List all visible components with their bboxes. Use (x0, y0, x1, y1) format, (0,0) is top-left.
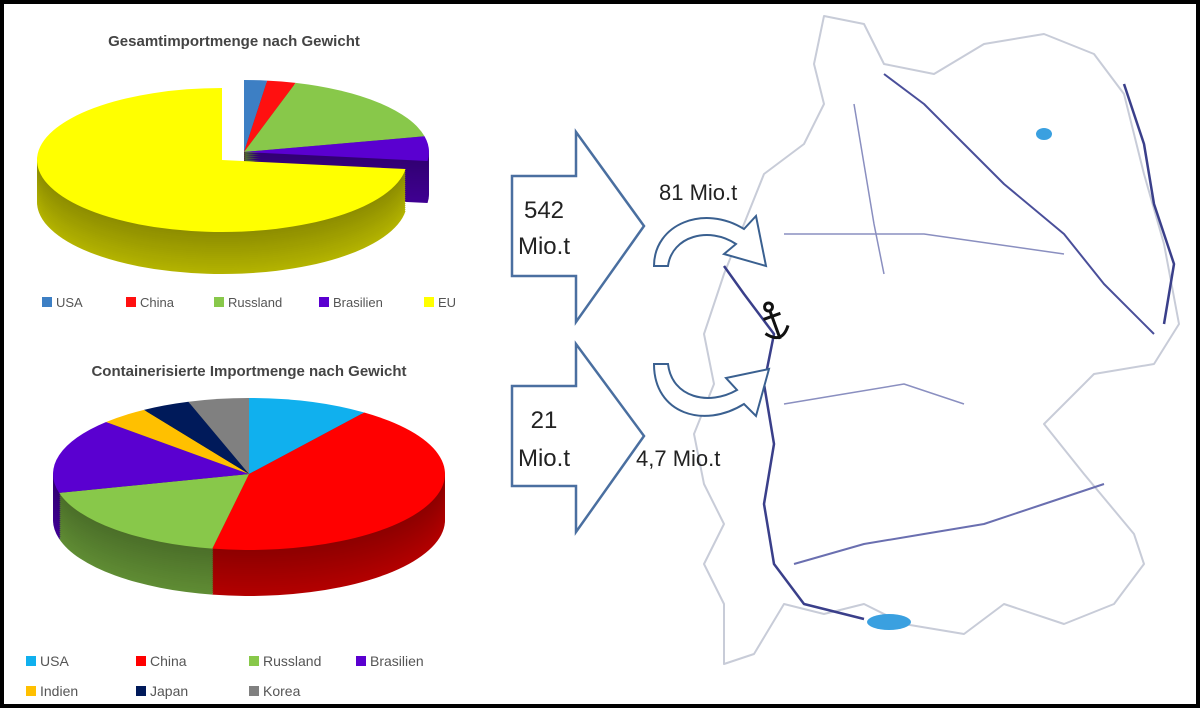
slice-brasilien (244, 136, 429, 162)
lake-constance (867, 614, 911, 630)
legend-swatch (249, 656, 259, 666)
river-rhine (722, 265, 865, 621)
slice-korea (188, 398, 249, 474)
total-transfer-value: 81 Mio.t (659, 180, 737, 205)
river-oder (1122, 83, 1176, 325)
legend-label: Korea (263, 683, 301, 699)
river-elbe (883, 73, 1155, 335)
legend-swatch (356, 656, 366, 666)
legend-swatch (319, 297, 329, 307)
chart-title: Containerisierte Importmenge nach Gewich… (91, 363, 406, 380)
container-import-arrow: 21 Mio.t (510, 340, 646, 536)
slice-russland (59, 474, 249, 549)
container-import-unit: Mio.t (518, 445, 570, 472)
slice-usa (249, 398, 365, 474)
legend-item-indien: Indien (26, 683, 78, 699)
slice-eu (37, 88, 406, 232)
container-transfer-value: 4,7 Mio.t (636, 446, 720, 471)
slice-russland (244, 82, 425, 152)
legend-item-japan: Japan (136, 683, 188, 699)
legend-swatch (424, 297, 434, 307)
legend-label: Russland (228, 295, 282, 310)
legend-item-china: China (136, 653, 187, 669)
total-transfer-curve-arrow (652, 213, 768, 268)
legend-label: Japan (150, 683, 188, 699)
legend-swatch (136, 656, 146, 666)
legend-item-china: China (126, 295, 175, 310)
legend-label: EU (438, 295, 456, 310)
total-import-unit: Mio.t (518, 233, 570, 260)
slice-indien (106, 409, 249, 474)
legend-label: USA (40, 653, 69, 669)
slice-usa (244, 80, 268, 152)
river-main (783, 383, 965, 405)
legend-item-usa: USA (26, 653, 69, 669)
river-danube (793, 483, 1105, 565)
container-import-value: 21 (531, 407, 558, 434)
legend-item-eu: EU (424, 295, 456, 310)
legend-item-russland: Russland (214, 295, 282, 310)
container-transfer-curve-arrow (652, 363, 771, 418)
slice-china (212, 412, 445, 550)
legend-swatch (26, 656, 36, 666)
legend-swatch (26, 686, 36, 696)
legend-item-korea: Korea (249, 683, 301, 699)
legend-item-brasilien: Brasilien (356, 653, 424, 669)
legend-swatch (249, 686, 259, 696)
legend-swatch (214, 297, 224, 307)
legend-label: Indien (40, 683, 78, 699)
lake (1036, 128, 1052, 140)
slice-china (244, 80, 296, 152)
legend-label: Brasilien (333, 295, 383, 310)
river-weser (853, 103, 885, 275)
slice-brasilien (52, 421, 249, 493)
slice-japan (143, 401, 249, 474)
legend-item-usa: USA (42, 295, 83, 310)
legend-swatch (126, 297, 136, 307)
legend-label: China (150, 653, 187, 669)
canal (784, 233, 1065, 255)
legend-item-brasilien: Brasilien (319, 295, 383, 310)
legend-swatch (42, 297, 52, 307)
germany-map (693, 15, 1180, 665)
legend-swatch (136, 686, 146, 696)
anchor-icon (762, 301, 790, 340)
total-import-value: 542 (524, 197, 564, 224)
legend-label: China (140, 295, 175, 310)
legend-label: USA (56, 295, 83, 310)
chart-title: Gesamtimportmenge nach Gewicht (108, 33, 360, 50)
legend-item-russland: Russland (249, 653, 321, 669)
flow-map: 542 Mio.t 21 Mio.t 81 Mio.t 4,7 Mio.t (510, 15, 1180, 665)
pie-charts: Gesamtimportmenge nach Gewicht USA China Ru… (26, 33, 456, 699)
legend-label: Brasilien (370, 653, 424, 669)
total-import-arrow: 542 Mio.t (510, 128, 646, 326)
pie-chart-1: Gesamtimportmenge nach Gewicht USA China Ru… (36, 33, 456, 310)
germany-border (693, 15, 1180, 665)
legend-label: Russland (263, 653, 321, 669)
pie-chart-2: Containerisierte Importmenge nach Gewich… (26, 363, 445, 699)
